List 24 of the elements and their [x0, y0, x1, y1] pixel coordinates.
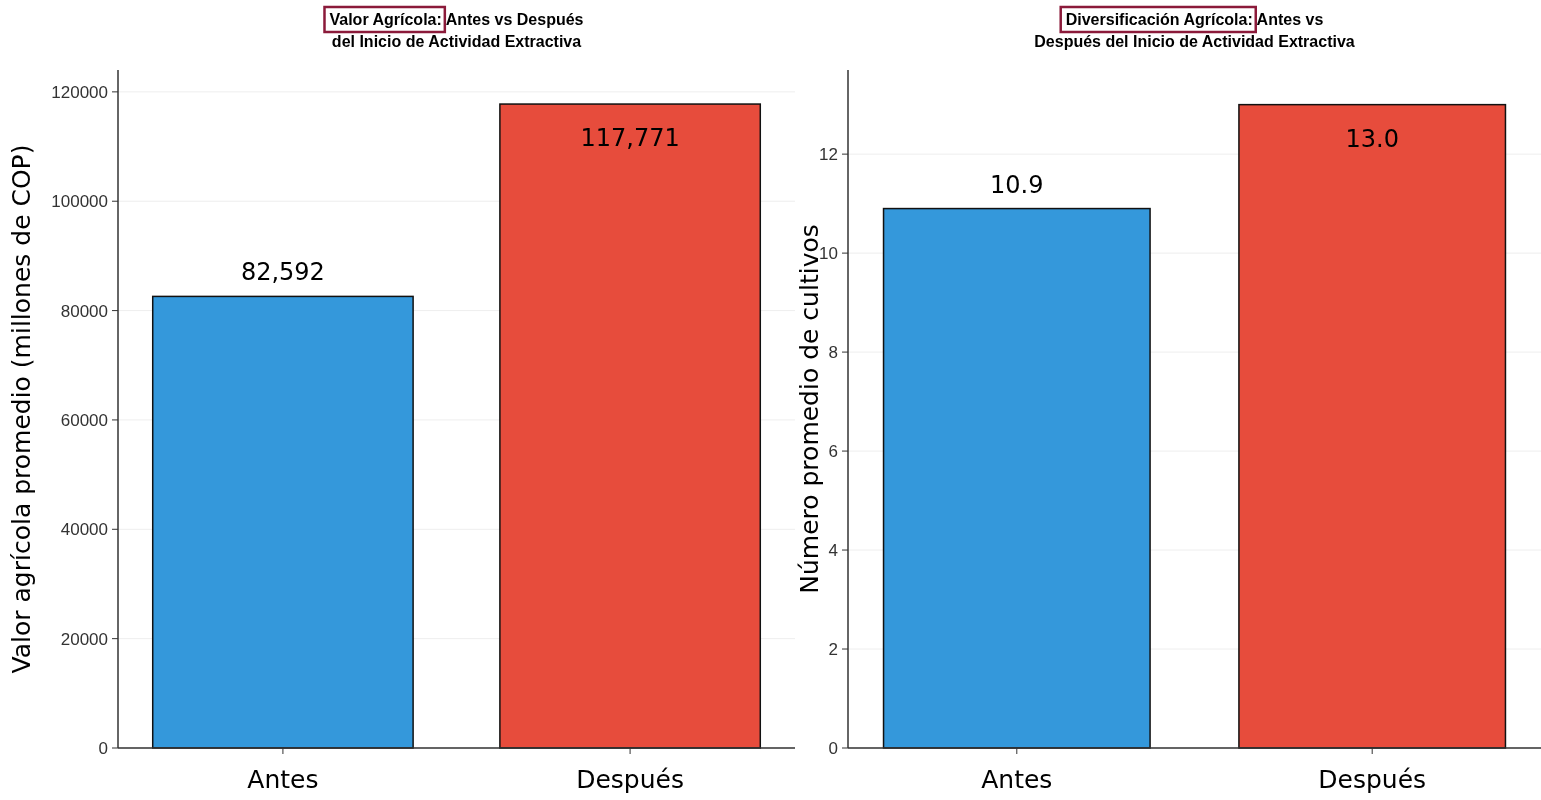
data-label: 13.0 — [1345, 124, 1399, 153]
data-label: 117,771 — [580, 124, 680, 153]
x-tick-label: Antes — [247, 765, 319, 794]
x-tick-label: Después — [576, 765, 684, 794]
y-tick-label: 4 — [828, 540, 838, 560]
chart-title: Diversificación Agrícola: Antes vs Después del Inicio de Actividad Extractiva — [1034, 11, 1355, 50]
y-tick-label: 8 — [828, 343, 838, 363]
y-tick-label: 2 — [828, 639, 838, 659]
y-tick-label: 6 — [828, 442, 838, 462]
y-tick-label: 20000 — [60, 629, 108, 649]
y-tick-label: 100000 — [51, 192, 108, 212]
x-tick-label: Antes — [981, 765, 1053, 794]
y-tick-label: 0 — [828, 738, 838, 758]
y-tick-label: 60000 — [60, 410, 108, 430]
y-tick-label: 0 — [98, 738, 108, 758]
y-tick-label: 12 — [819, 145, 838, 165]
y-tick-label: 80000 — [60, 301, 108, 321]
y-tick-label: 40000 — [60, 520, 108, 540]
data-label: 82,592 — [240, 258, 325, 287]
y-tick-label: 120000 — [51, 82, 108, 102]
y-axis-title: Valor agrícola promedio (millones de COP) — [7, 144, 36, 674]
data-label: 10.9 — [990, 170, 1044, 199]
chart-title: Valor Agrícola: Antes vs Después del Inicio de Actividad Extractiva — [329, 11, 584, 50]
x-tick-label: Después — [1318, 765, 1427, 794]
